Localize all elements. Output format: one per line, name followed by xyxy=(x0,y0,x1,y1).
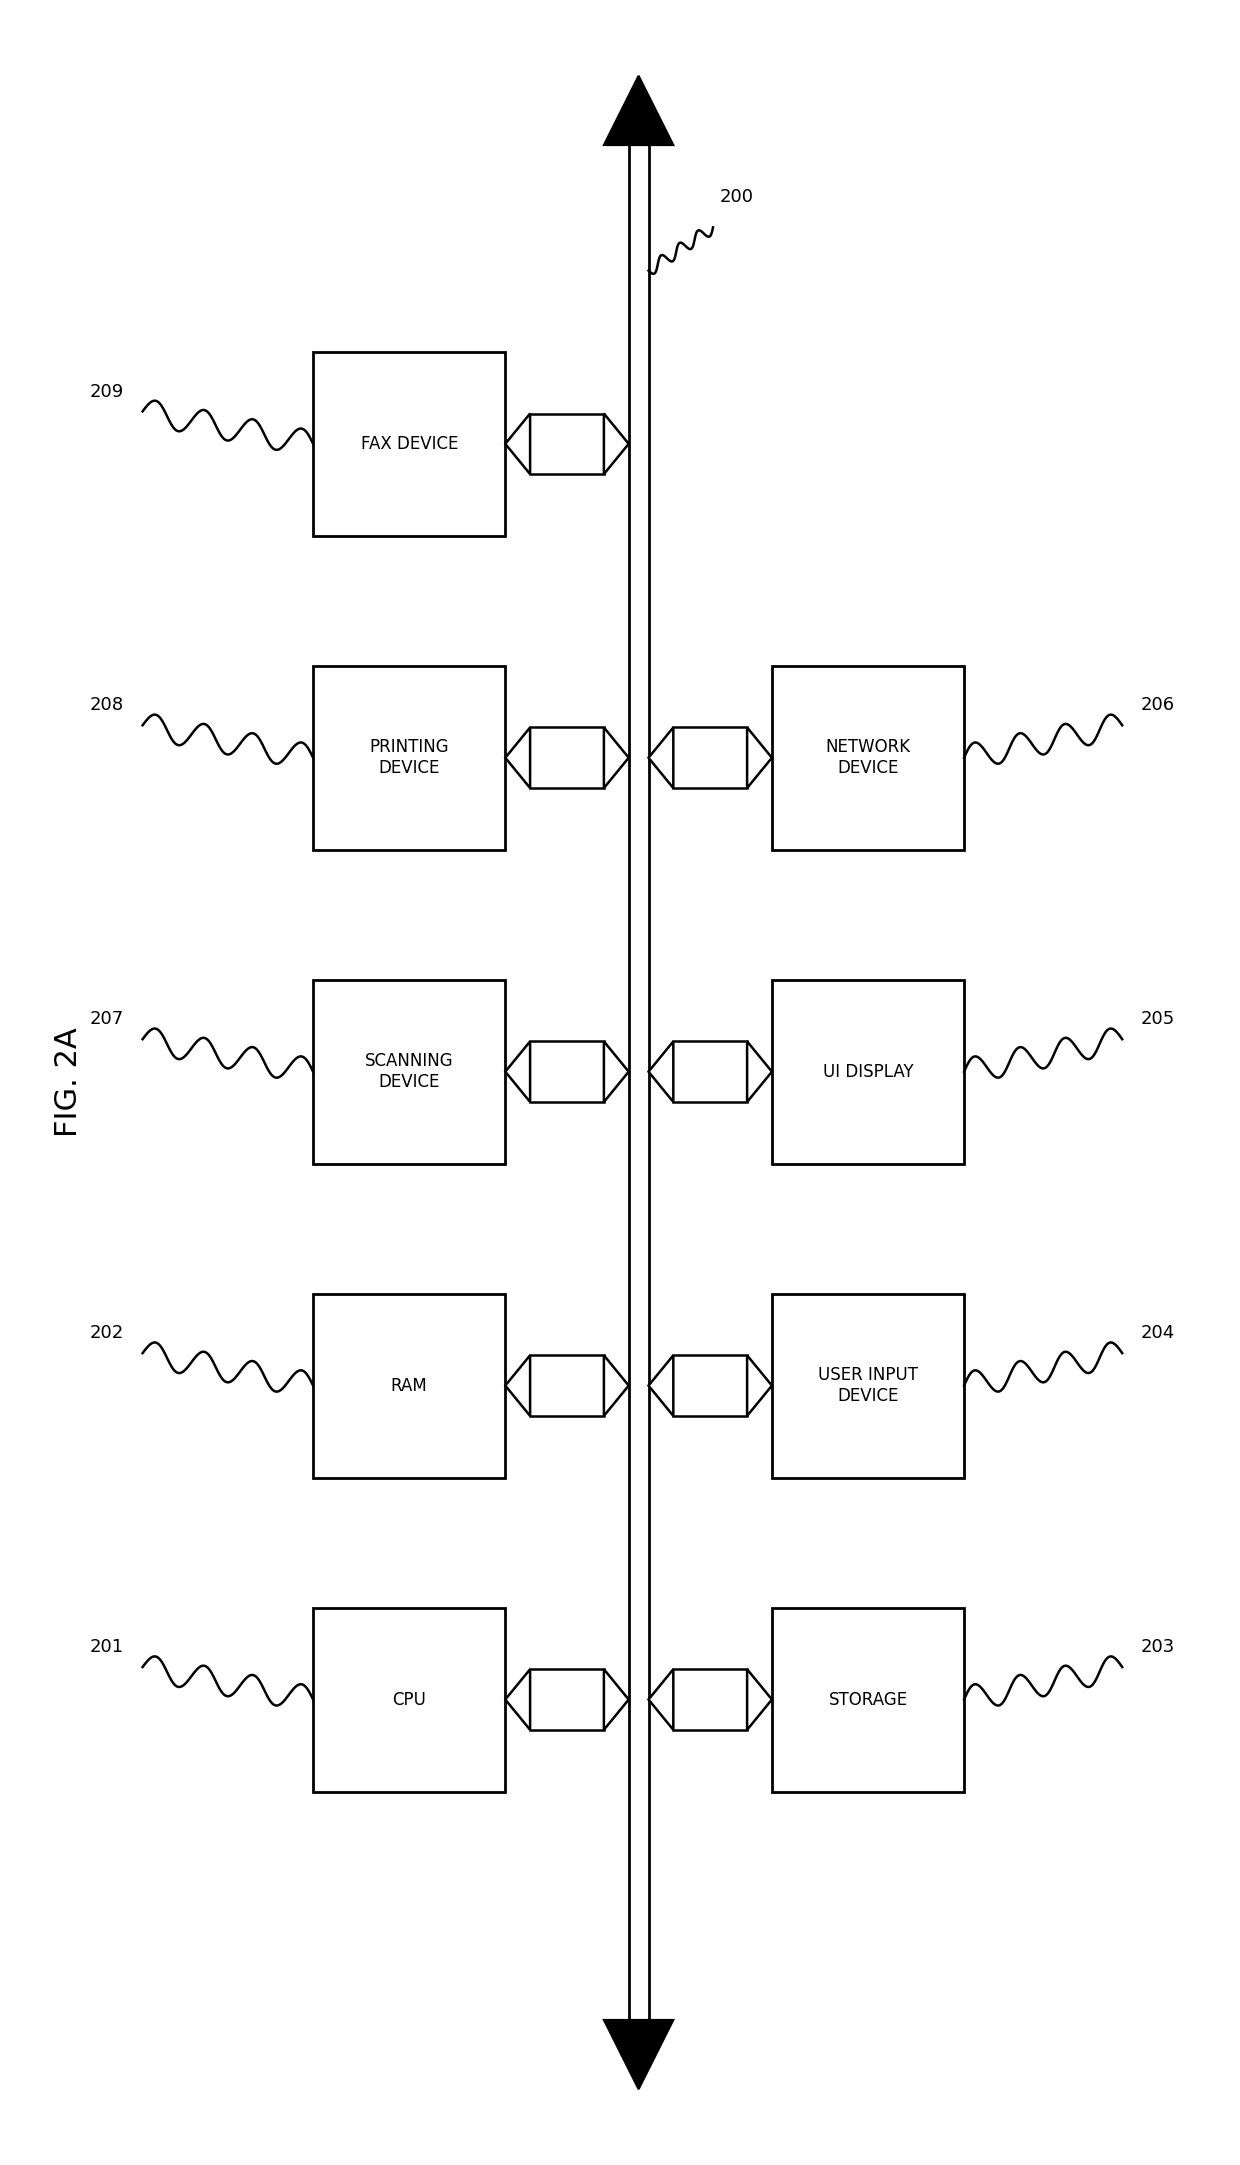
FancyBboxPatch shape xyxy=(771,667,965,849)
Text: SCANNING
DEVICE: SCANNING DEVICE xyxy=(365,1052,454,1091)
Polygon shape xyxy=(506,727,531,788)
Polygon shape xyxy=(604,414,629,474)
Text: 204: 204 xyxy=(1141,1325,1176,1342)
Text: 206: 206 xyxy=(1141,697,1176,714)
Polygon shape xyxy=(506,1669,531,1730)
FancyBboxPatch shape xyxy=(312,981,506,1165)
Polygon shape xyxy=(506,414,531,474)
Text: NETWORK
DEVICE: NETWORK DEVICE xyxy=(826,738,910,777)
Text: FIG. 2A: FIG. 2A xyxy=(53,1028,83,1137)
Polygon shape xyxy=(649,727,673,788)
Polygon shape xyxy=(604,1669,629,1730)
Text: 207: 207 xyxy=(89,1011,124,1028)
Polygon shape xyxy=(604,1041,629,1102)
Text: CPU: CPU xyxy=(392,1691,427,1708)
Text: 208: 208 xyxy=(89,697,124,714)
Text: 203: 203 xyxy=(1141,1639,1176,1656)
Polygon shape xyxy=(506,1041,531,1102)
FancyBboxPatch shape xyxy=(312,1293,506,1477)
Polygon shape xyxy=(746,1355,771,1416)
Polygon shape xyxy=(649,1355,673,1416)
FancyBboxPatch shape xyxy=(312,1606,506,1793)
FancyBboxPatch shape xyxy=(771,1293,965,1477)
Polygon shape xyxy=(604,76,673,145)
Polygon shape xyxy=(604,2020,673,2089)
FancyBboxPatch shape xyxy=(771,981,965,1165)
Text: USER INPUT
DEVICE: USER INPUT DEVICE xyxy=(818,1366,918,1405)
Text: FAX DEVICE: FAX DEVICE xyxy=(361,435,458,452)
FancyBboxPatch shape xyxy=(771,1606,965,1793)
FancyBboxPatch shape xyxy=(312,351,506,535)
Text: STORAGE: STORAGE xyxy=(828,1691,908,1708)
Text: 200: 200 xyxy=(719,188,753,206)
Text: PRINTING
DEVICE: PRINTING DEVICE xyxy=(370,738,449,777)
Text: RAM: RAM xyxy=(391,1377,428,1394)
Polygon shape xyxy=(604,1355,629,1416)
Polygon shape xyxy=(746,1669,771,1730)
Text: UI DISPLAY: UI DISPLAY xyxy=(822,1063,914,1080)
Polygon shape xyxy=(649,1669,673,1730)
Polygon shape xyxy=(506,1355,531,1416)
Polygon shape xyxy=(649,1041,673,1102)
FancyBboxPatch shape xyxy=(312,667,506,849)
Polygon shape xyxy=(746,1041,771,1102)
Text: 209: 209 xyxy=(89,383,124,401)
Text: 205: 205 xyxy=(1141,1011,1176,1028)
Polygon shape xyxy=(604,727,629,788)
Polygon shape xyxy=(746,727,771,788)
Text: 202: 202 xyxy=(89,1325,124,1342)
Text: 201: 201 xyxy=(89,1639,124,1656)
